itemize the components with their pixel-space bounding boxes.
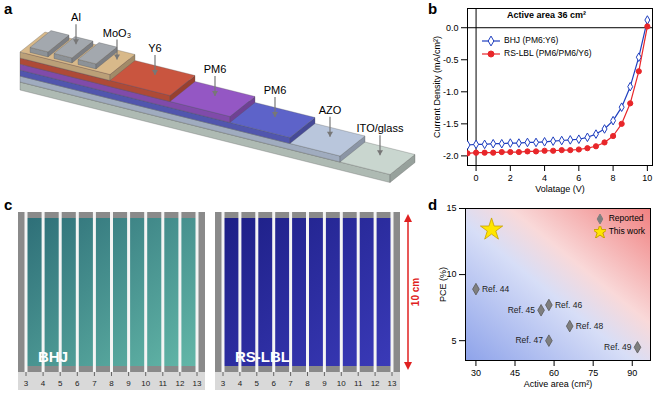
svg-text:75: 75	[588, 368, 598, 378]
svg-text:90: 90	[627, 368, 637, 378]
svg-text:5: 5	[255, 379, 260, 388]
svg-text:4: 4	[238, 379, 243, 388]
svg-text:0: 0	[474, 173, 479, 183]
svg-text:Current Density (mA/cm²): Current Density (mA/cm²)	[432, 36, 442, 138]
svg-text:10: 10	[642, 173, 652, 183]
html-text:b: b	[428, 0, 438, 17]
svg-text:5: 5	[58, 379, 63, 388]
svg-text:-0.5: -0.5	[443, 55, 459, 65]
svg-text:2: 2	[508, 173, 513, 183]
svg-text:8: 8	[611, 173, 616, 183]
svg-text:PCE (%): PCE (%)	[438, 267, 448, 302]
svg-text:Ref. 49: Ref. 49	[604, 342, 632, 352]
svg-text:6: 6	[271, 379, 276, 388]
svg-text:10 cm: 10 cm	[410, 278, 421, 306]
svg-text:ITO/glass: ITO/glass	[357, 122, 404, 134]
html-text:Active area 36 cm²: Active area 36 cm²	[507, 10, 587, 20]
svg-text:12: 12	[371, 379, 380, 388]
svg-text:AZO: AZO	[319, 104, 342, 116]
svg-text:Ref. 47: Ref. 47	[515, 335, 543, 345]
html-text:a: a	[4, 0, 13, 17]
svg-text:7: 7	[92, 379, 97, 388]
svg-text:8: 8	[305, 379, 310, 388]
html-text:d: d	[428, 196, 438, 213]
svg-text:Al: Al	[71, 11, 81, 23]
svg-text:MoO₃: MoO₃	[103, 27, 131, 39]
svg-text:RS-LBL: RS-LBL	[235, 348, 290, 365]
svg-text:10: 10	[337, 379, 346, 388]
svg-text:Ref. 46: Ref. 46	[555, 300, 583, 310]
svg-text:45: 45	[510, 368, 520, 378]
svg-text:30: 30	[471, 368, 481, 378]
svg-text:11: 11	[354, 379, 363, 388]
svg-text:-1.0: -1.0	[443, 87, 459, 97]
html-text:RS-LBL (PM6/PM6/Y6): RS-LBL (PM6/PM6/Y6)	[504, 48, 592, 58]
svg-text:10: 10	[141, 379, 150, 388]
svg-text:6: 6	[75, 379, 80, 388]
html-text:c: c	[4, 196, 13, 213]
svg-text:Ref. 44: Ref. 44	[482, 284, 510, 294]
svg-text:11: 11	[159, 379, 168, 388]
svg-text:4: 4	[41, 379, 46, 388]
svg-text:BHJ: BHJ	[38, 348, 68, 365]
svg-text:-2.0: -2.0	[443, 151, 459, 161]
svg-text:3: 3	[24, 379, 29, 388]
svg-text:-1.5: -1.5	[443, 119, 459, 129]
svg-text:8: 8	[109, 379, 114, 388]
svg-text:5: 5	[451, 336, 456, 346]
svg-text:12: 12	[175, 379, 184, 388]
svg-text:13: 13	[193, 379, 202, 388]
svg-text:Active area (cm²): Active area (cm²)	[524, 379, 593, 389]
html-text:Reported: Reported	[608, 213, 644, 223]
svg-text:0.0: 0.0	[446, 23, 459, 33]
svg-text:9: 9	[126, 379, 131, 388]
svg-text:Ref. 45: Ref. 45	[508, 305, 536, 315]
svg-text:Y6: Y6	[148, 42, 161, 54]
svg-text:Volatage (V): Volatage (V)	[535, 184, 585, 194]
svg-text:13: 13	[388, 379, 397, 388]
svg-text:Ref. 48: Ref. 48	[576, 321, 604, 331]
svg-text:PM6: PM6	[204, 63, 227, 75]
svg-text:7: 7	[288, 379, 293, 388]
svg-text:4: 4	[542, 173, 547, 183]
svg-text:3: 3	[221, 379, 226, 388]
svg-text:15: 15	[446, 203, 456, 213]
svg-text:10: 10	[446, 269, 456, 279]
svg-text:PM6: PM6	[264, 84, 287, 96]
html-text:BHJ (PM6:Y6): BHJ (PM6:Y6)	[504, 35, 559, 45]
svg-text:60: 60	[549, 368, 559, 378]
svg-text:6: 6	[576, 173, 581, 183]
html-text:This work: This work	[608, 226, 645, 236]
svg-text:9: 9	[322, 379, 327, 388]
